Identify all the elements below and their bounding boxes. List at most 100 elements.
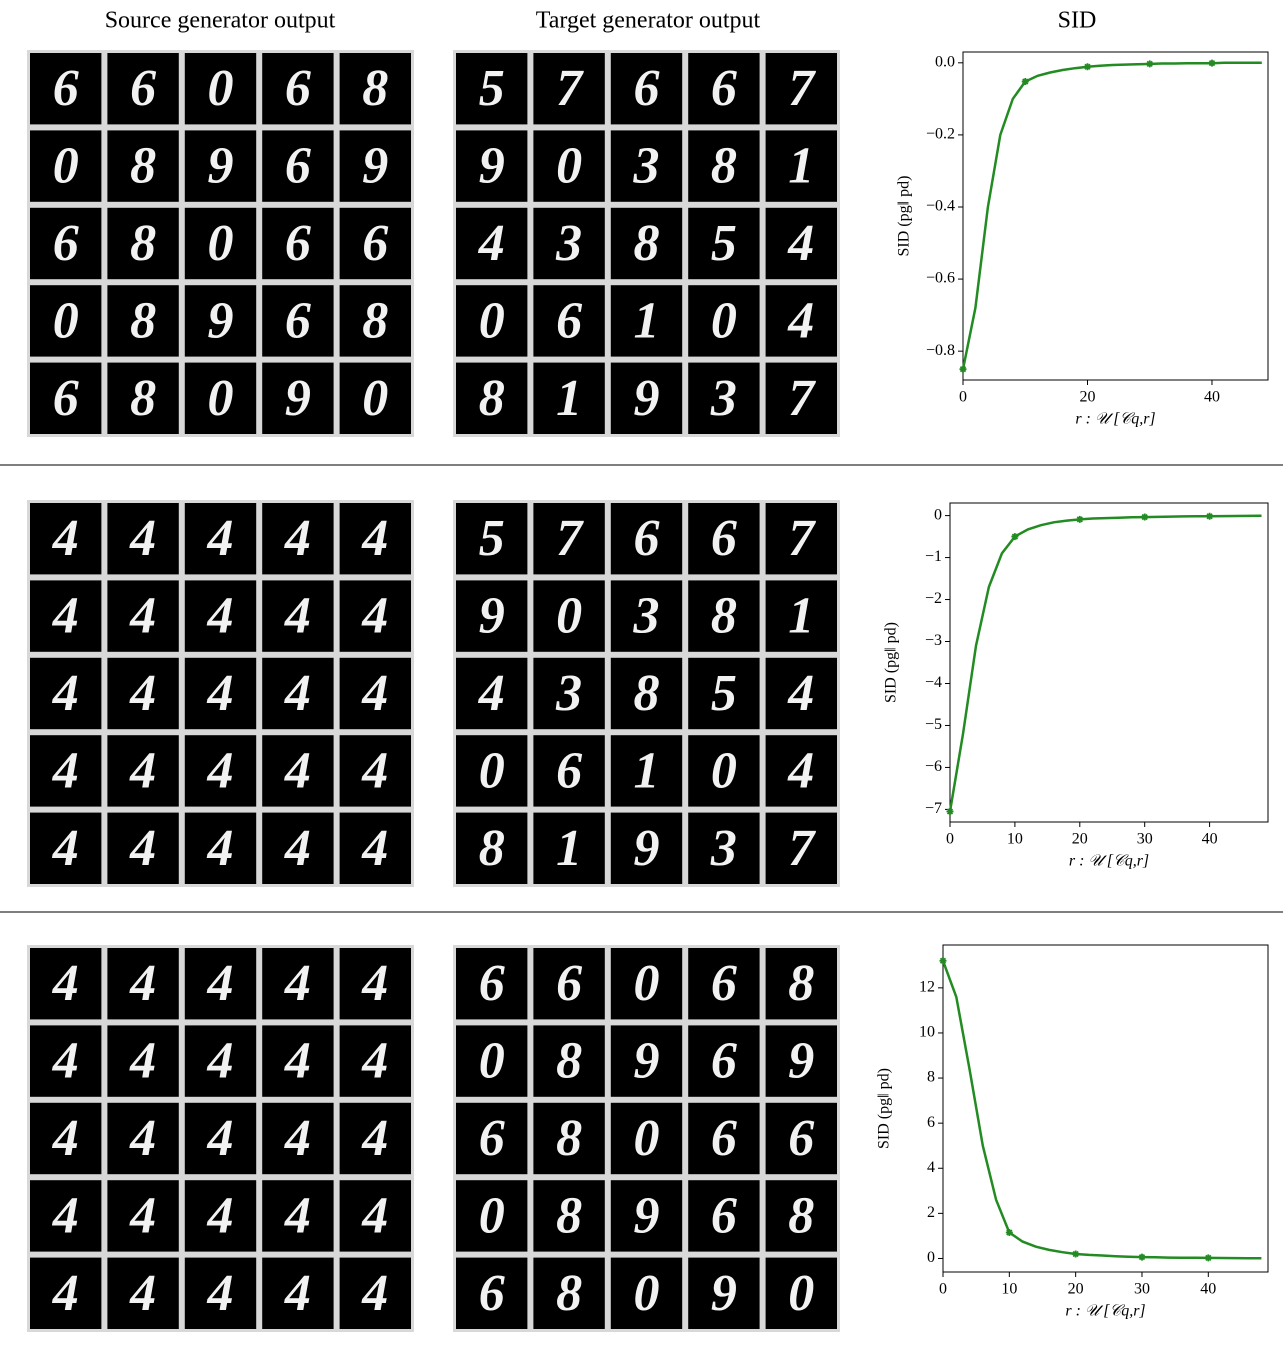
digit: 4 xyxy=(284,588,311,645)
column-header: Source generator output xyxy=(105,8,336,34)
digit: 4 xyxy=(52,1110,79,1167)
y-tick-label: −2 xyxy=(925,590,942,607)
digit: 3 xyxy=(633,138,660,195)
marker xyxy=(947,808,954,815)
digit: 0 xyxy=(556,588,582,645)
digit: 4 xyxy=(129,1265,156,1322)
y-tick-label: −1 xyxy=(925,548,942,565)
digit: 3 xyxy=(555,215,582,272)
digit: 5 xyxy=(711,665,737,722)
digit: 4 xyxy=(284,1110,311,1167)
digit: 3 xyxy=(710,820,737,877)
digit: 4 xyxy=(129,820,156,877)
y-tick-label: −3 xyxy=(925,632,942,649)
digit: 7 xyxy=(556,510,584,567)
digit: 4 xyxy=(207,510,234,567)
digit: 7 xyxy=(788,510,816,567)
marker xyxy=(1084,63,1091,70)
digit: 4 xyxy=(52,588,79,645)
x-axis-label: r : 𝒰 [𝒞q,r] xyxy=(1069,853,1149,870)
y-tick-label: 0.0 xyxy=(935,53,955,70)
digit: 0 xyxy=(711,742,737,799)
y-tick-label: −5 xyxy=(925,716,942,733)
digit: 8 xyxy=(130,138,156,195)
x-tick-label: 0 xyxy=(946,831,954,848)
digit: 6 xyxy=(711,510,737,567)
digit: 6 xyxy=(711,1187,737,1244)
digit: 4 xyxy=(284,665,311,722)
digit: 4 xyxy=(787,665,814,722)
digit: 9 xyxy=(711,1265,737,1322)
digit: 8 xyxy=(556,1110,582,1167)
digit: 4 xyxy=(129,510,156,567)
digit: 6 xyxy=(362,215,388,272)
digit: 0 xyxy=(634,955,660,1012)
marker xyxy=(1138,1254,1145,1261)
digit: 9 xyxy=(208,292,234,349)
digit: 9 xyxy=(634,820,660,877)
digit: 3 xyxy=(633,588,660,645)
y-tick-label: −0.2 xyxy=(926,126,955,143)
digit: 1 xyxy=(556,820,582,877)
digit: 0 xyxy=(634,1110,660,1167)
digit: 4 xyxy=(361,1033,388,1090)
digit: 4 xyxy=(52,1187,79,1244)
digit: 4 xyxy=(129,665,156,722)
digit: 4 xyxy=(284,510,311,567)
y-tick-label: −0.4 xyxy=(926,198,955,215)
digit: 4 xyxy=(52,665,79,722)
digit: 8 xyxy=(788,1187,814,1244)
x-tick-label: 30 xyxy=(1134,1281,1150,1298)
marker xyxy=(1205,1254,1212,1261)
digit: 0 xyxy=(53,292,79,349)
x-tick-label: 20 xyxy=(1068,1281,1084,1298)
digit: 8 xyxy=(556,1187,582,1244)
digit: 6 xyxy=(634,510,660,567)
digit: 4 xyxy=(207,588,234,645)
digit: 6 xyxy=(53,215,79,272)
y-axis-label: SID (pg‖ pd) xyxy=(896,176,913,257)
digit: 4 xyxy=(361,1265,388,1322)
digit: 0 xyxy=(479,1033,505,1090)
marker xyxy=(960,366,967,373)
digit: 4 xyxy=(361,955,388,1012)
digit: 8 xyxy=(479,820,505,877)
digit: 4 xyxy=(52,1265,79,1322)
digit: 8 xyxy=(479,370,505,427)
digit: 5 xyxy=(479,510,505,567)
digit: 9 xyxy=(208,138,234,195)
y-axis-label: SID (pg‖ pd) xyxy=(876,1068,893,1149)
digit: 4 xyxy=(52,510,79,567)
digit: 0 xyxy=(362,370,388,427)
digit: 4 xyxy=(129,1033,156,1090)
digit: 0 xyxy=(479,1187,505,1244)
digit: 4 xyxy=(361,1187,388,1244)
y-tick-label: 6 xyxy=(927,1114,935,1131)
digit: 8 xyxy=(362,292,388,349)
digit: 6 xyxy=(711,1110,737,1167)
digit: 8 xyxy=(130,292,156,349)
digit: 4 xyxy=(129,588,156,645)
digit: 4 xyxy=(129,1110,156,1167)
digit: 4 xyxy=(284,1187,311,1244)
digit: 4 xyxy=(207,742,234,799)
digit: 7 xyxy=(788,820,816,877)
digit: 4 xyxy=(361,588,388,645)
y-axis-label: SID (pg‖ pd) xyxy=(883,622,900,703)
digit: 6 xyxy=(130,60,156,117)
y-tick-label: −4 xyxy=(925,674,942,691)
marker xyxy=(1076,516,1083,523)
digit: 6 xyxy=(556,742,582,799)
digit: 4 xyxy=(787,292,814,349)
digit: 6 xyxy=(556,955,582,1012)
digit: 1 xyxy=(788,138,814,195)
y-tick-label: 10 xyxy=(919,1024,935,1041)
digit: 9 xyxy=(634,370,660,427)
digit: 8 xyxy=(556,1033,582,1090)
x-tick-label: 0 xyxy=(959,389,967,406)
x-tick-label: 10 xyxy=(1007,831,1023,848)
digit: 9 xyxy=(285,370,311,427)
digit: 6 xyxy=(479,955,505,1012)
digit: 9 xyxy=(479,138,505,195)
line xyxy=(963,63,1262,369)
